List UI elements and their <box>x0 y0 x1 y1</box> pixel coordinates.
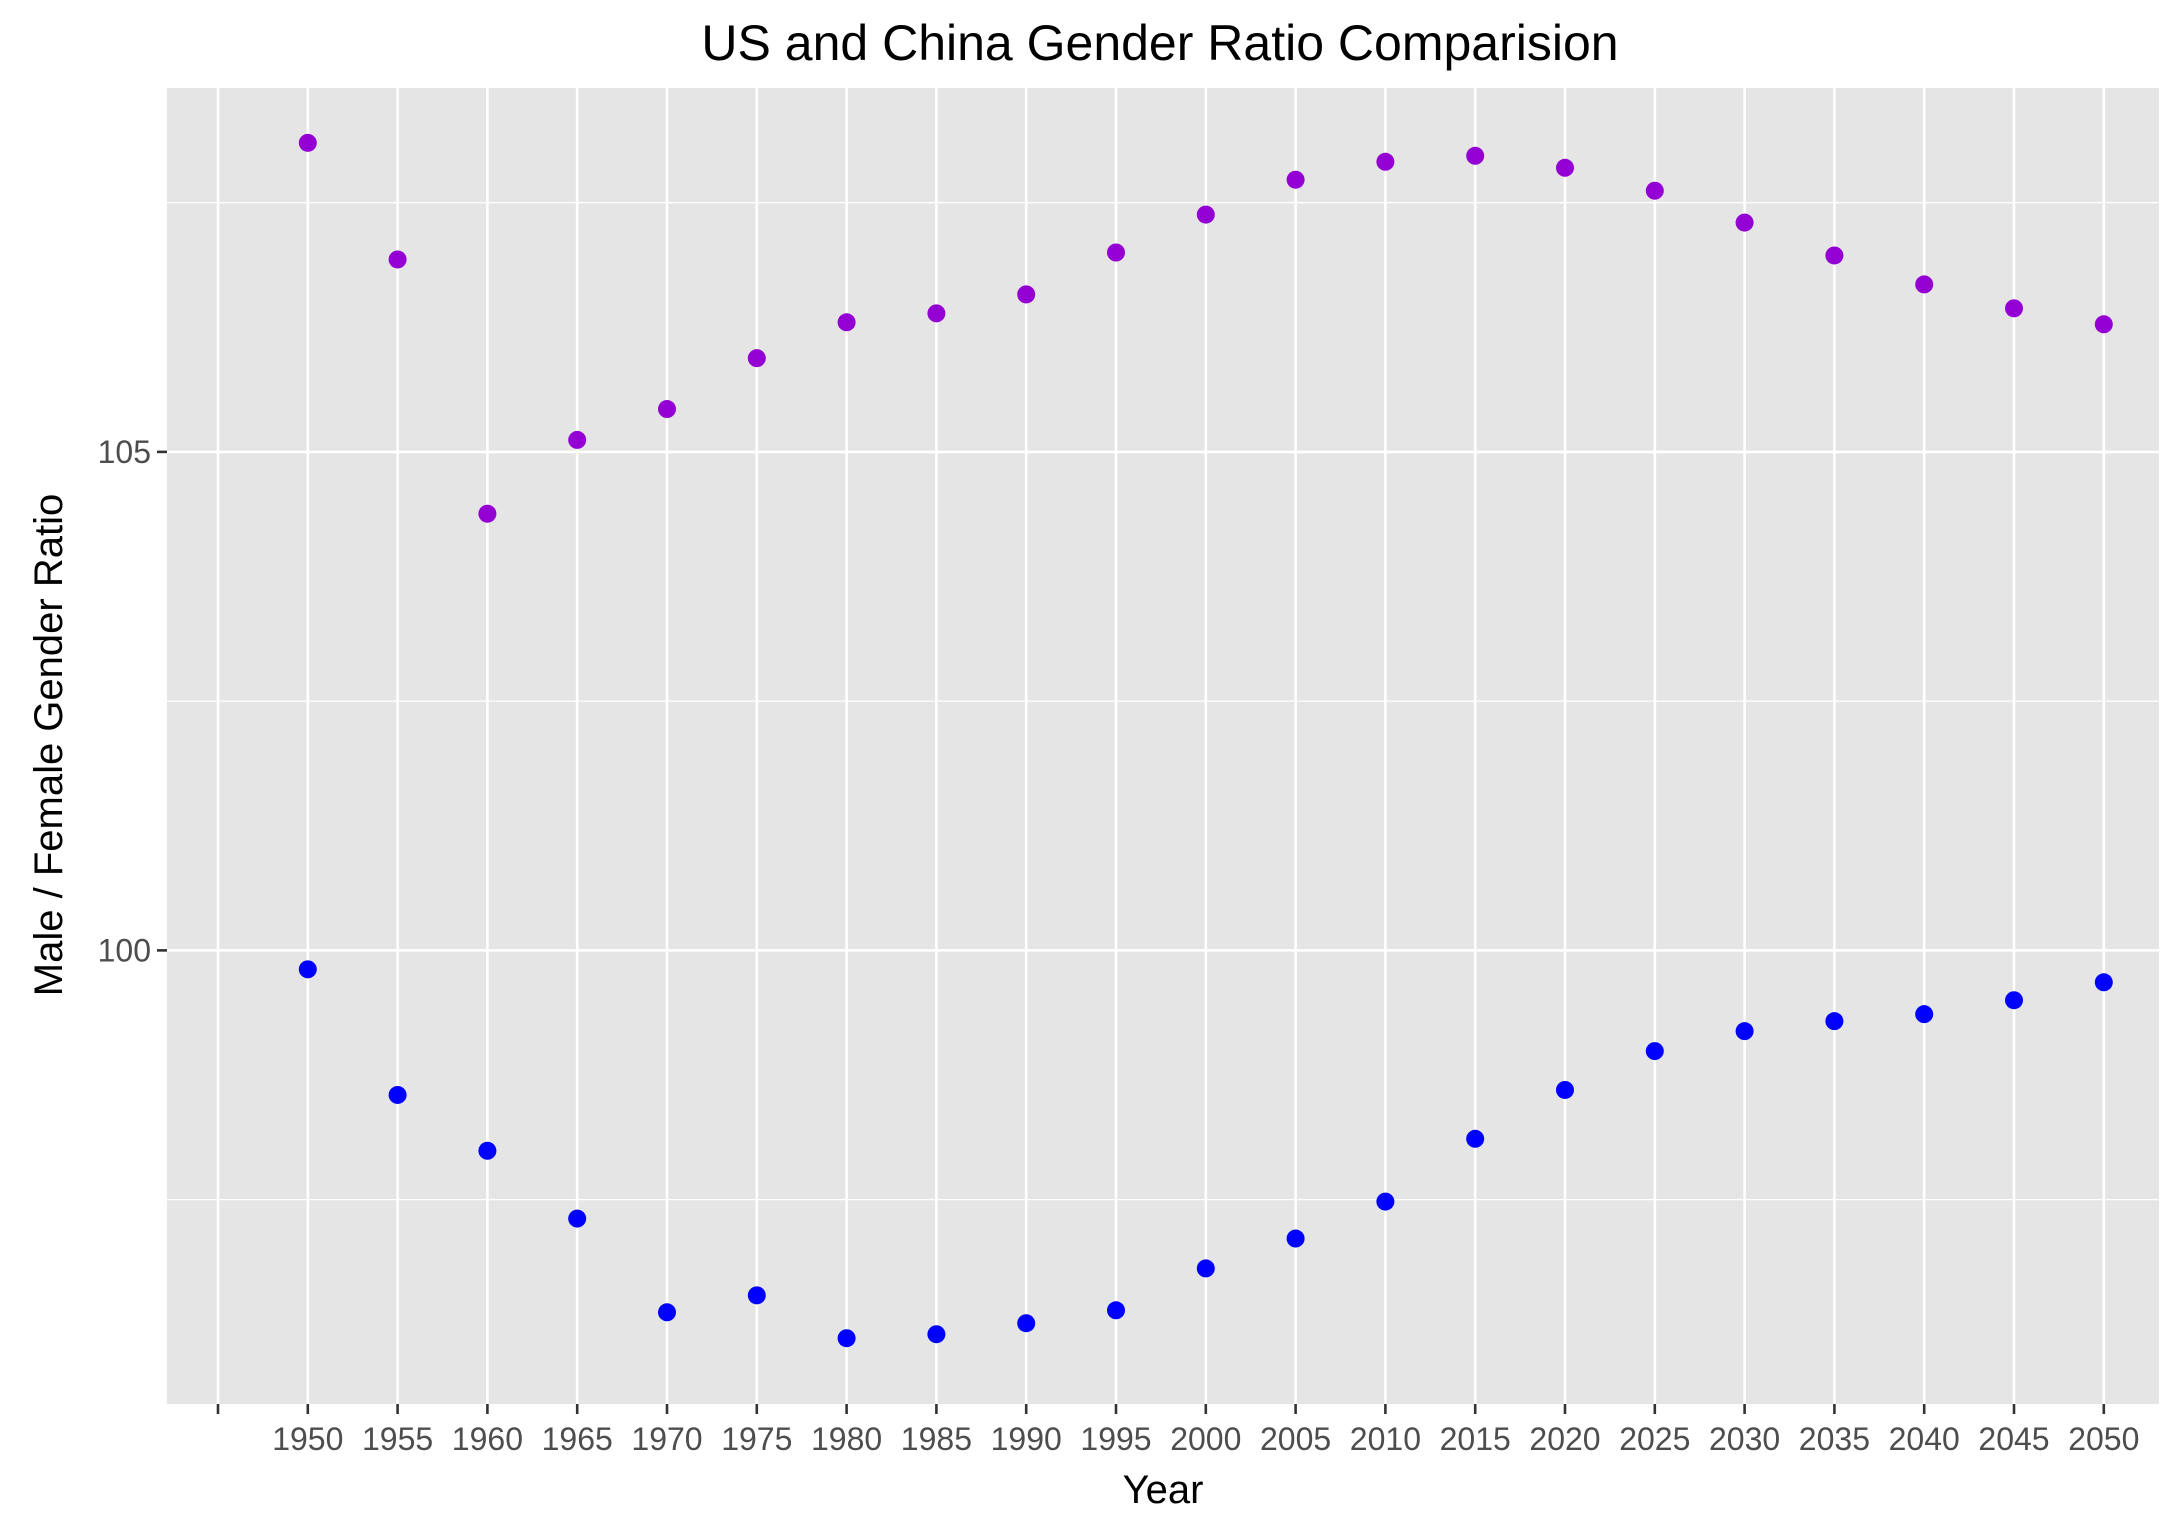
x-tick-label: 2020 <box>1529 1421 1600 1457</box>
plot-panel <box>167 88 2159 1404</box>
data-point-series-1 <box>1286 170 1305 189</box>
data-point-series-2 <box>568 1209 587 1228</box>
data-point-series-2 <box>1376 1192 1395 1211</box>
data-point-series-2 <box>1466 1129 1485 1148</box>
data-points <box>298 133 2113 1348</box>
x-tick-label: 1995 <box>1080 1421 1151 1457</box>
x-tick-label: 1970 <box>631 1421 702 1457</box>
data-point-series-2 <box>1645 1042 1664 1061</box>
data-point-series-2 <box>747 1286 766 1305</box>
data-point-series-1 <box>568 430 587 449</box>
x-tick-label: 1965 <box>542 1421 613 1457</box>
data-point-series-2 <box>1196 1259 1215 1278</box>
x-tick-label: 1975 <box>721 1421 792 1457</box>
x-tick-label: 2050 <box>2068 1421 2139 1457</box>
x-tick-label: 2015 <box>1440 1421 1511 1457</box>
data-point-series-1 <box>1196 205 1215 224</box>
data-point-series-1 <box>837 313 856 332</box>
x-tick-label: 1980 <box>811 1421 882 1457</box>
data-point-series-2 <box>837 1329 856 1348</box>
data-point-series-2 <box>927 1325 946 1344</box>
data-point-series-1 <box>1735 213 1754 232</box>
data-point-series-1 <box>1645 181 1664 200</box>
x-tick-label: 2000 <box>1170 1421 1241 1457</box>
x-tick-label: 2030 <box>1709 1421 1780 1457</box>
x-axis: 1950 1955 1960 1965 1970 1975 1980 1985 1990 1995… <box>216 1404 2139 1457</box>
x-tick-label: 2035 <box>1799 1421 1870 1457</box>
data-point-series-2 <box>298 960 317 979</box>
x-tick-label: 1985 <box>901 1421 972 1457</box>
data-point-series-1 <box>1915 275 1934 294</box>
y-tick-label: 105 <box>98 434 151 470</box>
chart-title: US and China Gender Ratio Comparision <box>701 15 1618 71</box>
data-point-series-1 <box>658 400 676 419</box>
data-point-series-2 <box>1735 1022 1754 1041</box>
data-point-series-2 <box>1107 1301 1125 1320</box>
data-point-series-1 <box>2094 315 2113 334</box>
y-axis: 100 105 <box>98 434 167 968</box>
grid-minor-lines <box>167 202 2159 1201</box>
x-axis-title: Year <box>1123 1468 1204 1512</box>
data-point-series-2 <box>2005 991 2023 1010</box>
data-point-series-2 <box>2094 973 2113 992</box>
x-tick-label: 1955 <box>362 1421 433 1457</box>
data-point-series-1 <box>388 250 407 269</box>
data-point-series-2 <box>658 1303 676 1322</box>
data-point-series-1 <box>1825 246 1844 265</box>
data-point-series-1 <box>1376 152 1395 171</box>
y-axis-title: Male / Female Gender Ratio <box>27 494 71 996</box>
data-point-series-2 <box>478 1141 497 1160</box>
data-point-series-2 <box>1915 1005 1934 1024</box>
data-point-series-1 <box>1466 146 1485 165</box>
x-tick-label: 2025 <box>1619 1421 1690 1457</box>
data-point-series-1 <box>478 504 497 523</box>
data-point-series-2 <box>1286 1229 1305 1248</box>
data-point-series-2 <box>1825 1012 1844 1031</box>
x-tick-label: 2045 <box>1978 1421 2049 1457</box>
x-tick-label: 1990 <box>991 1421 1062 1457</box>
data-point-series-2 <box>388 1085 407 1104</box>
data-point-series-1 <box>1556 158 1574 177</box>
grid-major-lines <box>167 88 2159 1404</box>
x-tick-label: 2040 <box>1889 1421 1960 1457</box>
y-tick-label: 100 <box>98 932 151 968</box>
x-tick-label: 2010 <box>1350 1421 1421 1457</box>
data-point-series-2 <box>1556 1080 1574 1099</box>
data-point-series-1 <box>2005 299 2023 318</box>
data-point-series-1 <box>927 304 946 323</box>
data-point-series-1 <box>1107 243 1125 262</box>
data-point-series-2 <box>1017 1314 1036 1333</box>
x-tick-label: 2005 <box>1260 1421 1331 1457</box>
data-point-series-1 <box>1017 285 1036 304</box>
x-tick-label: 1960 <box>452 1421 523 1457</box>
data-point-series-1 <box>747 349 766 368</box>
x-tick-label: 1950 <box>272 1421 343 1457</box>
data-point-series-1 <box>298 133 317 152</box>
